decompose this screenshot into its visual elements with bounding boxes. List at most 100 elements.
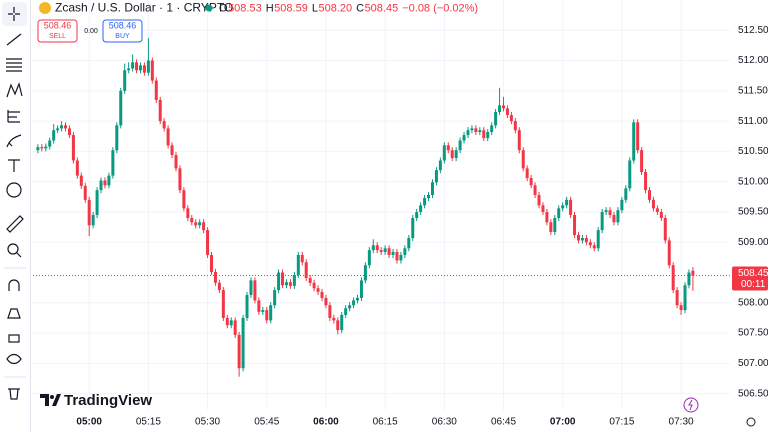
pattern-tool[interactable] [6, 82, 23, 98]
candle-body [399, 254, 403, 261]
candle-body [277, 272, 281, 291]
candle-body [249, 280, 253, 295]
candle-body [478, 130, 482, 133]
plot [30, 38, 730, 377]
tool-cursor[interactable] [2, 2, 27, 26]
buy-label: BUY [115, 33, 130, 40]
candle-body [40, 147, 44, 149]
candle-body [482, 130, 486, 139]
candle-body [596, 230, 600, 249]
candle-body [490, 125, 494, 133]
candle-body [576, 234, 580, 241]
candle-body [438, 160, 442, 171]
candle-body [206, 230, 210, 255]
candle-body [580, 238, 584, 241]
candle-body [450, 150, 454, 159]
candle-body [430, 182, 434, 196]
text-tool[interactable] [8, 159, 20, 172]
candle-body [308, 277, 312, 283]
x-tick-label: 06:00 [313, 417, 339, 428]
candle-body [415, 211, 419, 219]
countdown: 00:11 [741, 279, 766, 290]
y-tick-label: 512.00 [738, 55, 768, 66]
candle-body [60, 125, 64, 129]
candle-body [679, 305, 683, 311]
legend-label: O [219, 2, 228, 14]
candle-body [632, 122, 636, 161]
x-tick-label: 07:30 [669, 417, 694, 428]
stay-drawing-tool[interactable] [7, 308, 21, 319]
candle-body [111, 150, 115, 176]
candle-body [375, 245, 379, 251]
y-tick-label: 509.00 [738, 237, 768, 248]
candle-body [557, 208, 561, 219]
sell-price: 508.46 [44, 20, 72, 30]
candle-body [513, 121, 517, 131]
candle-body [87, 199, 91, 226]
y-tick-label: 510.50 [738, 146, 768, 157]
x-tick-label: 06:45 [491, 417, 516, 428]
brand-name[interactable]: TradingView [64, 392, 152, 409]
candle-body [324, 297, 328, 306]
zoom-tool[interactable] [7, 243, 19, 255]
settings-icon[interactable] [746, 417, 756, 427]
candle-body [628, 160, 632, 189]
ohlc-legend: O 508.53 H 508.59 L 508.20 C 508.45 [219, 2, 398, 14]
candle-body [99, 180, 103, 191]
candle-body [644, 171, 648, 191]
buy-button[interactable] [102, 19, 143, 43]
candle-body [419, 205, 423, 212]
candle-body [170, 145, 174, 156]
legend-value: 508.59 [274, 2, 308, 14]
candle-body [537, 195, 541, 206]
y-tick-label: 506.50 [738, 388, 768, 399]
candle-body [521, 150, 525, 169]
symbol-title[interactable]: Zcash / U.S. Dollar · 1 · CRYPTO [55, 1, 233, 15]
legend-value: 508.45 [365, 2, 399, 14]
candle-body [573, 214, 577, 235]
candle-body [663, 218, 667, 241]
brush-tool[interactable] [6, 134, 22, 148]
candle-body [454, 150, 458, 159]
candle-body [202, 222, 206, 231]
candle-body [95, 190, 99, 215]
candle-body [344, 308, 348, 315]
fib-tool[interactable] [6, 58, 22, 72]
delete-tool[interactable] [8, 388, 20, 400]
ruler-tool[interactable] [6, 215, 24, 233]
candle-body [316, 288, 320, 292]
y-tick-label: 511.50 [738, 85, 768, 96]
hide-tool[interactable] [6, 353, 22, 365]
candle-body [186, 208, 190, 219]
candle-body [241, 317, 245, 369]
candle-body [257, 300, 261, 312]
x-tick-label: 05:15 [136, 417, 161, 428]
candle-body [178, 168, 182, 191]
candle-body [48, 140, 52, 147]
candle-body [198, 222, 202, 226]
forecast-tool[interactable] [7, 110, 20, 123]
buy-price: 508.46 [109, 20, 137, 30]
emoji-tool[interactable] [6, 182, 22, 198]
assistant-icon[interactable] [683, 397, 699, 413]
candle-body [107, 175, 111, 186]
trendline-tool[interactable] [6, 33, 22, 46]
candle-body [336, 320, 340, 331]
legend-label: L [312, 2, 318, 14]
candle-body [79, 175, 83, 186]
candle-body [332, 317, 336, 321]
sell-button[interactable] [37, 19, 78, 43]
candle-body [561, 205, 565, 209]
candle-body [367, 250, 371, 266]
lock-tool[interactable] [8, 334, 20, 343]
candle-body [312, 282, 316, 289]
legend-label: H [266, 2, 274, 14]
candle-body [75, 160, 79, 176]
magnet-tool[interactable] [8, 279, 20, 291]
candle-body [320, 291, 324, 298]
candle-body [640, 150, 644, 172]
candle-body [304, 262, 308, 278]
spread: 0.00 [84, 28, 98, 35]
candle-body [356, 297, 360, 301]
candle-body [269, 305, 273, 321]
